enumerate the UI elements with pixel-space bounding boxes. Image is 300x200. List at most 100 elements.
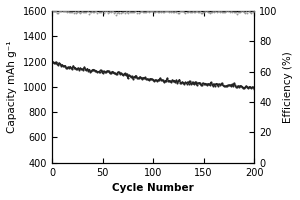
Point <box>78 11 83 14</box>
Point <box>110 9 115 13</box>
Point <box>186 9 191 12</box>
Point <box>93 10 98 13</box>
Point <box>248 11 253 14</box>
Point <box>90 9 95 13</box>
Point <box>108 11 113 14</box>
Point <box>200 11 205 14</box>
Point <box>213 9 218 12</box>
Point <box>166 9 171 12</box>
Point <box>241 9 245 12</box>
Point <box>250 9 255 12</box>
Point <box>177 11 182 14</box>
Point <box>146 10 151 13</box>
Point <box>54 9 58 12</box>
Point <box>158 9 163 12</box>
Point <box>139 10 143 13</box>
Point <box>128 11 133 14</box>
Point <box>148 9 152 12</box>
Point <box>245 11 250 15</box>
Point <box>80 9 85 13</box>
Point <box>165 9 170 13</box>
Point <box>140 10 144 13</box>
Point <box>167 10 172 13</box>
Point <box>212 11 216 14</box>
Point <box>100 10 105 13</box>
Point <box>178 9 183 12</box>
Point <box>190 10 195 13</box>
Point <box>228 11 232 14</box>
Point <box>125 11 130 14</box>
Point <box>92 10 97 13</box>
Point <box>52 9 57 12</box>
Point <box>181 10 186 13</box>
Point <box>204 9 209 13</box>
Point <box>210 10 215 13</box>
Point <box>218 10 222 14</box>
Point <box>115 10 120 14</box>
Point <box>57 10 62 13</box>
Point <box>238 10 242 13</box>
Point <box>75 11 80 14</box>
Point <box>199 11 204 15</box>
Point <box>240 8 244 12</box>
Point <box>234 11 239 14</box>
Point <box>149 10 154 13</box>
Point <box>159 11 164 14</box>
Point <box>185 11 190 14</box>
Point <box>243 11 248 14</box>
Point <box>195 11 200 14</box>
Point <box>161 10 166 13</box>
Point <box>205 10 210 13</box>
Point <box>104 9 109 12</box>
Point <box>163 9 168 12</box>
Point <box>246 8 250 12</box>
Point <box>113 13 118 16</box>
Point <box>62 9 67 12</box>
Point <box>176 11 181 14</box>
Point <box>131 10 136 13</box>
Point <box>86 10 91 13</box>
Point <box>103 8 108 11</box>
Point <box>179 9 184 13</box>
Point <box>118 11 123 15</box>
Point <box>61 10 65 13</box>
Point <box>218 10 223 13</box>
Point <box>58 10 62 13</box>
Point <box>136 12 141 15</box>
Point <box>206 10 211 13</box>
Point <box>122 9 126 12</box>
Point <box>76 9 81 12</box>
Point <box>105 11 110 15</box>
Point <box>147 11 152 14</box>
Point <box>232 11 237 14</box>
Point <box>168 9 173 13</box>
Point <box>194 10 199 13</box>
Point <box>230 10 234 13</box>
Point <box>232 11 236 14</box>
Point <box>97 11 102 14</box>
Point <box>239 10 244 13</box>
Point <box>225 9 230 12</box>
Point <box>112 10 117 13</box>
Point <box>122 11 127 15</box>
Point <box>88 10 93 13</box>
Point <box>98 11 103 14</box>
Point <box>141 11 146 14</box>
Point <box>69 11 74 14</box>
Point <box>142 10 146 13</box>
Point <box>174 11 179 14</box>
Point <box>96 10 101 14</box>
Point <box>236 11 241 14</box>
Point <box>84 11 89 14</box>
Point <box>56 11 61 14</box>
Point <box>81 11 86 14</box>
Point <box>130 10 135 14</box>
Point <box>60 8 64 11</box>
Y-axis label: Efficiency (%): Efficiency (%) <box>283 51 293 123</box>
Point <box>67 11 72 14</box>
Point <box>120 10 125 13</box>
Point <box>189 10 194 14</box>
Point <box>64 10 68 13</box>
Point <box>197 10 202 13</box>
Point <box>124 10 129 13</box>
